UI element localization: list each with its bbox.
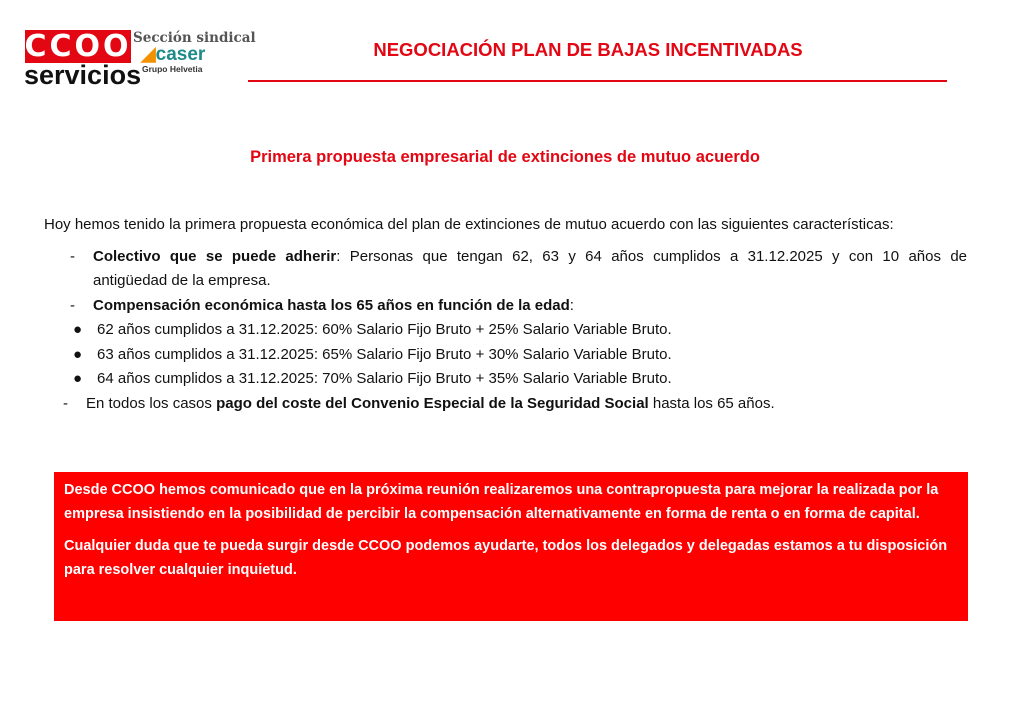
colectivo-label: Colectivo que se puede adherir — [93, 248, 337, 265]
bullet-icon: ● — [73, 346, 83, 363]
colon: : — [569, 297, 574, 314]
caser-mark-icon: ◢ — [141, 44, 156, 65]
grupo-helvetia-label: Grupo Helvetia — [142, 64, 203, 74]
title-divider — [248, 80, 947, 82]
dash-marker: - — [63, 395, 68, 412]
colectivo-item: Colectivo que se puede adherir: Personas… — [93, 245, 967, 269]
colectivo-text: : Personas que tengan 62, 63 y 64 años c… — [336, 248, 968, 265]
notice-paragraph: Desde CCOO hemos comunicado que en la pr… — [64, 482, 939, 522]
list-item: 62 años cumplidos a 31.12.2025: 60% Sala… — [97, 321, 672, 338]
todos-pre: En todos los casos — [86, 395, 217, 412]
notice-paragraph: Cualquier duda que te pueda surgir desde… — [64, 538, 948, 578]
dash-marker: - — [70, 297, 75, 314]
ccoo-logo: CCOO — [24, 29, 132, 64]
todos-bold: pago del coste del Convenio Especial de … — [216, 395, 649, 412]
todos-post: hasta los 65 años. — [648, 395, 775, 412]
caser-logo: ◢caser — [141, 43, 205, 66]
list-item: 63 años cumplidos a 31.12.2025: 65% Sala… — [97, 346, 672, 363]
todos-item: En todos los casos pago del coste del Co… — [86, 392, 775, 416]
page-title: NEGOCIACIÓN PLAN DE BAJAS INCENTIVADAS — [373, 39, 803, 60]
subtitle: Primera propuesta empresarial de extinci… — [250, 148, 760, 166]
compensacion-item: Compensación económica hasta los 65 años… — [93, 294, 574, 318]
caser-text: caser — [155, 44, 206, 65]
servicios-logo-text: servicios — [24, 60, 142, 90]
intro-text: Hoy hemos tenido la primera propuesta ec… — [44, 216, 894, 233]
list-item: 64 años cumplidos a 31.12.2025: 70% Sala… — [97, 370, 672, 387]
notice-box: Desde CCOO hemos comunicado que en la pr… — [54, 472, 968, 621]
bullet-icon: ● — [73, 370, 83, 387]
colectivo-text-cont: antigüedad de la empresa. — [93, 272, 271, 289]
dash-marker: - — [70, 248, 75, 265]
compensacion-label: Compensación económica hasta los 65 años… — [93, 297, 570, 314]
bullet-icon: ● — [73, 321, 83, 338]
seccion-sindical-label: Sección sindical — [133, 30, 256, 46]
